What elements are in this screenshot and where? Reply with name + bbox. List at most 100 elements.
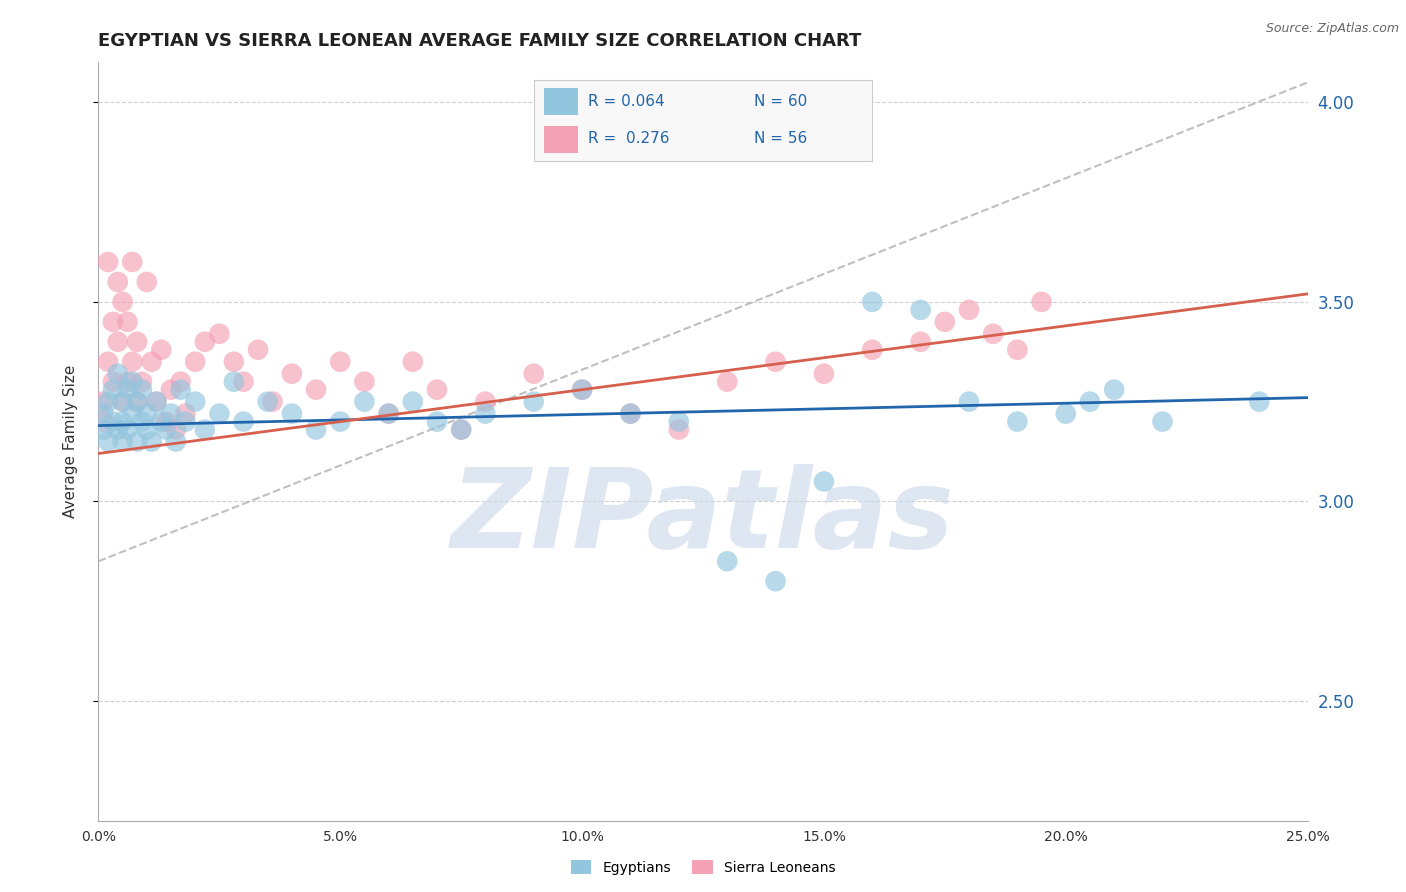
Point (117, 375, 139, 389)
Text: ZIPatlas: ZIPatlas (451, 464, 955, 571)
Point (127, 394, 149, 409)
Point (716, 375, 738, 389)
Point (619, 407, 641, 421)
Point (860, 294, 883, 309)
Point (222, 355, 245, 369)
Point (121, 355, 143, 369)
Point (910, 302, 932, 317)
Point (121, 407, 143, 421)
Point (910, 334, 932, 349)
Point (716, 554, 738, 568)
Point (145, 394, 167, 409)
Point (135, 407, 157, 421)
Point (101, 415, 124, 429)
Point (668, 423, 690, 437)
Point (208, 326, 231, 341)
Point (813, 475, 835, 489)
Point (184, 394, 207, 409)
Point (169, 375, 191, 389)
Point (97, 434, 120, 449)
Point (101, 383, 124, 397)
Point (1078, 394, 1101, 409)
Point (127, 394, 149, 409)
Point (91, 407, 114, 421)
Point (571, 383, 593, 397)
Point (571, 383, 593, 397)
Text: EGYPTIAN VS SIERRA LEONEAN AVERAGE FAMILY SIZE CORRELATION CHART: EGYPTIAN VS SIERRA LEONEAN AVERAGE FAMIL… (98, 32, 862, 50)
Point (329, 355, 352, 369)
Point (107, 423, 129, 437)
Point (1152, 415, 1174, 429)
Point (281, 367, 304, 381)
Point (305, 423, 328, 437)
Point (232, 415, 254, 429)
Point (232, 375, 254, 389)
Point (121, 255, 143, 269)
Point (1007, 415, 1029, 429)
Point (668, 415, 690, 429)
Point (450, 423, 472, 437)
Point (353, 394, 375, 409)
Point (402, 394, 425, 409)
Point (619, 407, 641, 421)
Point (117, 423, 139, 437)
Point (377, 407, 399, 421)
Point (174, 415, 197, 429)
Point (165, 434, 187, 449)
Point (111, 294, 134, 309)
Legend: Egyptians, Sierra Leoneans: Egyptians, Sierra Leoneans (565, 855, 841, 880)
Point (111, 415, 134, 429)
Point (377, 407, 399, 421)
FancyBboxPatch shape (544, 126, 578, 153)
Point (111, 394, 134, 409)
Point (165, 423, 187, 437)
Point (174, 407, 197, 421)
Point (194, 423, 217, 437)
Text: N = 60: N = 60 (754, 95, 807, 110)
Point (121, 375, 143, 389)
Point (194, 334, 217, 349)
Point (1102, 383, 1125, 397)
Text: R =  0.276: R = 0.276 (588, 131, 669, 146)
Point (281, 407, 304, 421)
Point (523, 394, 546, 409)
Point (91, 423, 114, 437)
Point (155, 415, 177, 429)
Point (262, 394, 284, 409)
Point (1007, 343, 1029, 357)
Point (155, 423, 177, 437)
Point (860, 343, 883, 357)
Text: R = 0.064: R = 0.064 (588, 95, 665, 110)
Point (135, 275, 157, 289)
Point (450, 423, 472, 437)
Point (222, 375, 245, 389)
Point (426, 383, 449, 397)
Point (1031, 294, 1053, 309)
Point (1054, 407, 1077, 421)
Point (813, 367, 835, 381)
Point (160, 407, 183, 421)
Point (474, 407, 496, 421)
Point (91, 394, 114, 409)
Point (131, 375, 153, 389)
Point (957, 302, 980, 317)
Point (305, 383, 328, 397)
Point (247, 343, 270, 357)
Point (329, 415, 352, 429)
Point (160, 383, 183, 397)
Point (141, 434, 163, 449)
Point (426, 415, 449, 429)
Point (1249, 394, 1271, 409)
Point (402, 355, 425, 369)
Y-axis label: Average Family Size: Average Family Size (63, 365, 77, 518)
Point (474, 394, 496, 409)
Point (101, 315, 124, 329)
Point (97, 394, 120, 409)
Point (107, 334, 129, 349)
Point (135, 423, 157, 437)
Text: N = 56: N = 56 (754, 131, 807, 146)
Point (97, 355, 120, 369)
Point (91, 415, 114, 429)
FancyBboxPatch shape (544, 88, 578, 115)
Point (107, 275, 129, 289)
